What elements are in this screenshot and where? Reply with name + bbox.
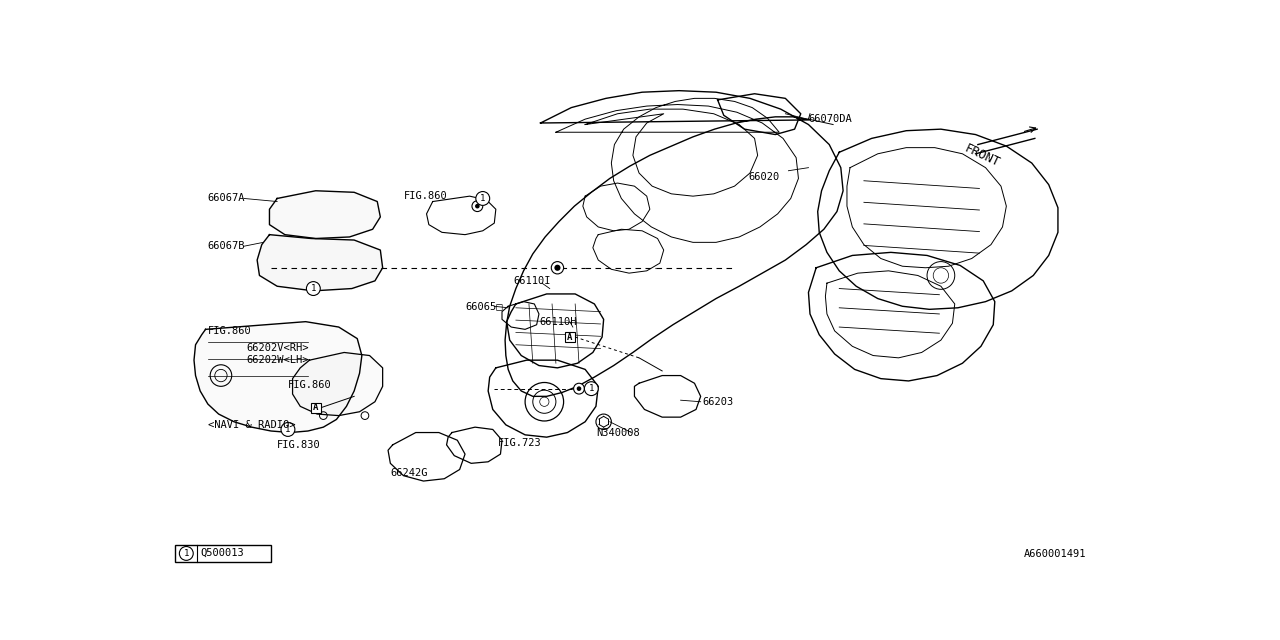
Text: 66202W<LH>: 66202W<LH> — [246, 355, 308, 365]
Text: 1: 1 — [311, 284, 316, 293]
Text: FIG.723: FIG.723 — [498, 438, 541, 447]
Circle shape — [472, 201, 483, 212]
Text: FIG.860: FIG.860 — [207, 326, 252, 336]
Polygon shape — [257, 235, 383, 291]
Text: 1: 1 — [480, 194, 485, 203]
Text: FIG.830: FIG.830 — [278, 440, 321, 450]
Text: 66110I: 66110I — [513, 276, 552, 286]
Text: 66242G: 66242G — [390, 468, 428, 478]
Circle shape — [282, 422, 294, 436]
Text: 66067A: 66067A — [207, 193, 246, 204]
Text: 66020: 66020 — [749, 172, 780, 182]
Circle shape — [179, 547, 193, 561]
Text: 66203: 66203 — [703, 397, 733, 407]
Text: Q500013: Q500013 — [200, 548, 244, 557]
Text: FRONT: FRONT — [963, 141, 1002, 169]
Text: 1: 1 — [285, 425, 291, 434]
Text: 66070DA: 66070DA — [809, 114, 852, 124]
Circle shape — [554, 265, 561, 271]
Text: N340008: N340008 — [596, 428, 640, 438]
Circle shape — [306, 282, 320, 296]
Text: 66065□: 66065□ — [465, 301, 503, 311]
Circle shape — [585, 381, 598, 396]
FancyBboxPatch shape — [175, 545, 271, 562]
Text: <NAVI & RADIO>: <NAVI & RADIO> — [207, 420, 296, 430]
Text: A: A — [567, 333, 572, 342]
Text: A: A — [314, 403, 319, 412]
Circle shape — [552, 262, 563, 274]
Text: 1: 1 — [183, 549, 189, 558]
Circle shape — [476, 191, 490, 205]
Circle shape — [573, 383, 585, 394]
Circle shape — [577, 387, 581, 391]
Text: 66067B: 66067B — [207, 241, 246, 251]
Circle shape — [475, 204, 480, 209]
Polygon shape — [195, 322, 362, 433]
Polygon shape — [270, 191, 380, 239]
Text: A660001491: A660001491 — [1024, 549, 1087, 559]
Text: FIG.860: FIG.860 — [288, 380, 332, 390]
Text: 66110H: 66110H — [539, 317, 576, 326]
Text: FIG.860: FIG.860 — [403, 191, 447, 201]
FancyBboxPatch shape — [311, 403, 321, 413]
Text: 66202V<RH>: 66202V<RH> — [246, 343, 308, 353]
Text: 1: 1 — [589, 384, 594, 393]
FancyBboxPatch shape — [564, 332, 575, 342]
Polygon shape — [293, 353, 383, 415]
